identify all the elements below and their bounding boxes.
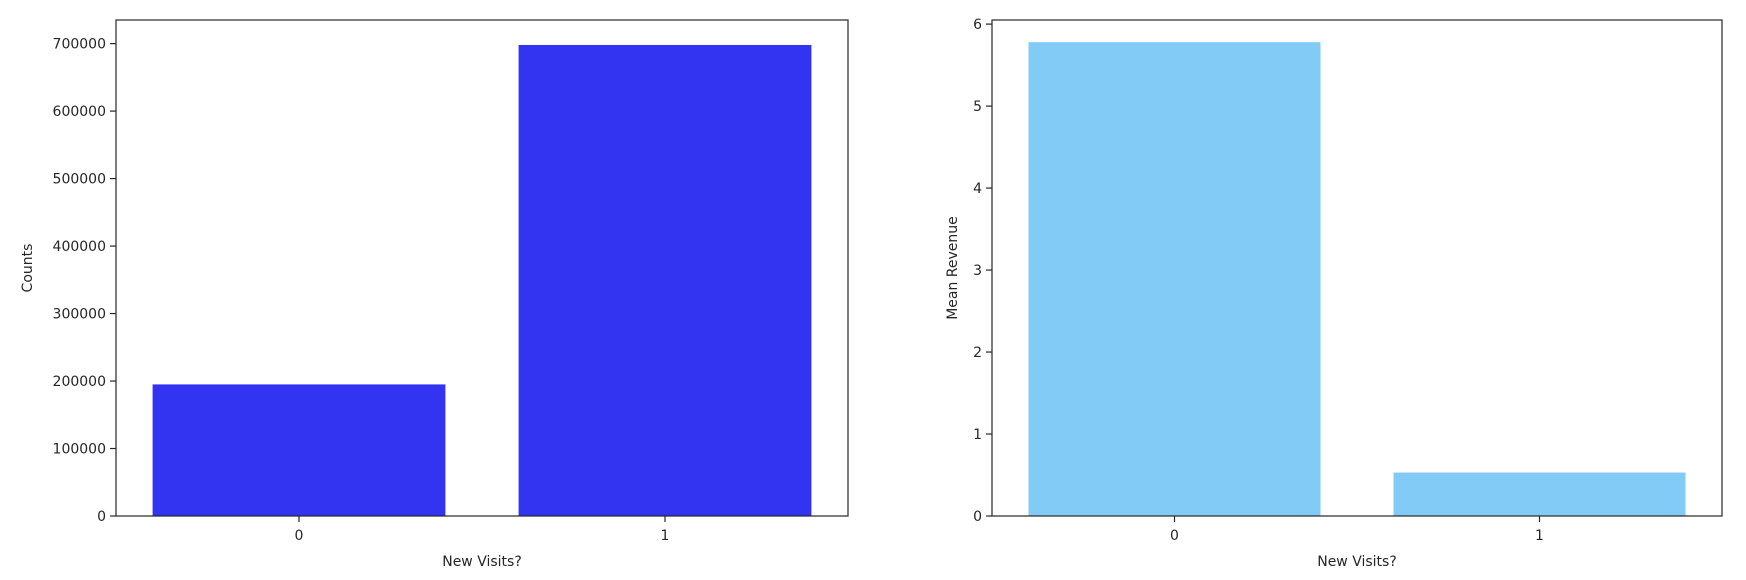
- x-axis-label: New Visits?: [1317, 554, 1397, 570]
- y-tick-label: 0: [97, 509, 106, 525]
- axes-frame: [115, 19, 849, 517]
- y-axis-label: Mean Revenue: [945, 216, 961, 320]
- y-ticks-group: 0 1 2 3 4 5 6: [973, 17, 992, 525]
- y-tick-label: 200000: [53, 374, 106, 390]
- y-tick-label: 600000: [53, 104, 106, 120]
- y-tick-label: 0: [973, 509, 982, 525]
- y-tick-label: 100000: [53, 442, 106, 458]
- chart-counts: 0 100000 200000 300000 400000 500000 600000 700…: [20, 19, 849, 570]
- axes-frame: [991, 19, 1723, 517]
- y-tick-label: 3: [973, 263, 982, 279]
- y-tick-label: 500000: [53, 172, 106, 188]
- y-tick-label: 700000: [53, 37, 106, 53]
- x-tick-label: 0: [295, 528, 304, 544]
- bar-0: [152, 384, 446, 516]
- y-tick-label: 5: [973, 99, 982, 115]
- x-axis-label: New Visits?: [442, 554, 522, 570]
- bar-1: [518, 44, 812, 516]
- y-tick-label: 6: [973, 17, 982, 33]
- y-axis-label: Counts: [20, 244, 36, 293]
- y-tick-label: 4: [973, 181, 982, 197]
- y-ticks-group: 0 100000 200000 300000 400000 500000 600000 700…: [53, 37, 116, 525]
- x-tick-label: 1: [661, 528, 670, 544]
- bars-group: [152, 44, 812, 516]
- bar-1: [1393, 472, 1686, 516]
- bars-group: [1028, 42, 1686, 517]
- x-tick-label: 0: [1170, 528, 1179, 544]
- y-tick-label: 1: [973, 427, 982, 443]
- y-tick-label: 400000: [53, 239, 106, 255]
- y-tick-label: 2: [973, 345, 982, 361]
- y-tick-label: 300000: [53, 307, 106, 323]
- x-tick-label: 1: [1535, 528, 1544, 544]
- bar-0: [1028, 42, 1321, 517]
